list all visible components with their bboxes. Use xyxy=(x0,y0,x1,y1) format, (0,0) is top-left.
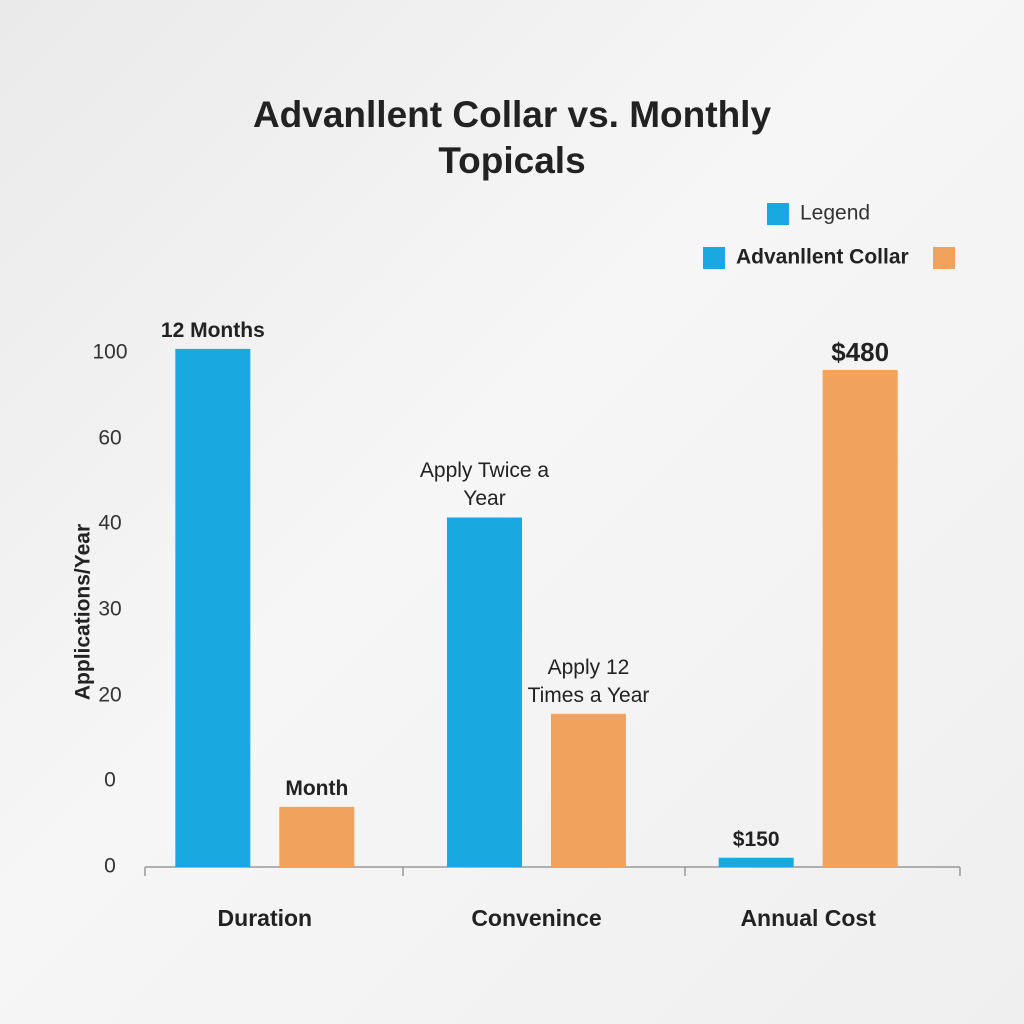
legend-swatch xyxy=(703,247,725,269)
legend-title: Legend xyxy=(800,202,870,225)
y-tick-label: 0 xyxy=(104,769,116,792)
y-tick-label: 100 xyxy=(92,341,127,364)
value-label: Apply 12 Times a Year xyxy=(527,655,650,707)
x-tick-label: Annual Cost xyxy=(740,905,876,931)
bar xyxy=(718,857,794,867)
y-tick-label: 60 xyxy=(98,426,121,449)
value-label: $480 xyxy=(831,336,890,366)
legend-label: Advanllent Collar xyxy=(736,246,909,269)
legend-swatch xyxy=(933,247,955,269)
bar xyxy=(447,517,522,867)
y-axis-label: Applications/Year xyxy=(72,524,95,700)
y-tick-label: 0 xyxy=(104,855,116,878)
value-label: Apply Twice a Year xyxy=(419,459,550,511)
value-label-box: Month xyxy=(285,776,349,800)
value-label-box: $150 xyxy=(732,827,780,851)
value-label: Month xyxy=(285,776,349,800)
x-tick-label: Convenince xyxy=(471,905,601,931)
y-tick-label: 30 xyxy=(98,598,121,621)
bar xyxy=(175,348,251,867)
value-label-box: Apply Twice a Year xyxy=(419,459,550,511)
value-label-box: $480 xyxy=(831,336,890,366)
value-label: 12 Months xyxy=(160,318,265,342)
legend-title-swatch xyxy=(767,203,789,225)
x-tick-label: Duration xyxy=(218,905,313,931)
bar xyxy=(822,369,898,867)
value-label-box: Apply 12 Times a Year xyxy=(527,655,650,707)
bar xyxy=(279,806,355,867)
value-label: $150 xyxy=(732,827,780,851)
value-label-box: 12 Months xyxy=(160,318,265,342)
y-tick-label: 40 xyxy=(98,512,121,535)
bar xyxy=(551,713,626,867)
y-tick-label: 20 xyxy=(98,683,121,706)
chart-title: Advanllent Collar vs. Monthly Topicals xyxy=(252,94,772,181)
